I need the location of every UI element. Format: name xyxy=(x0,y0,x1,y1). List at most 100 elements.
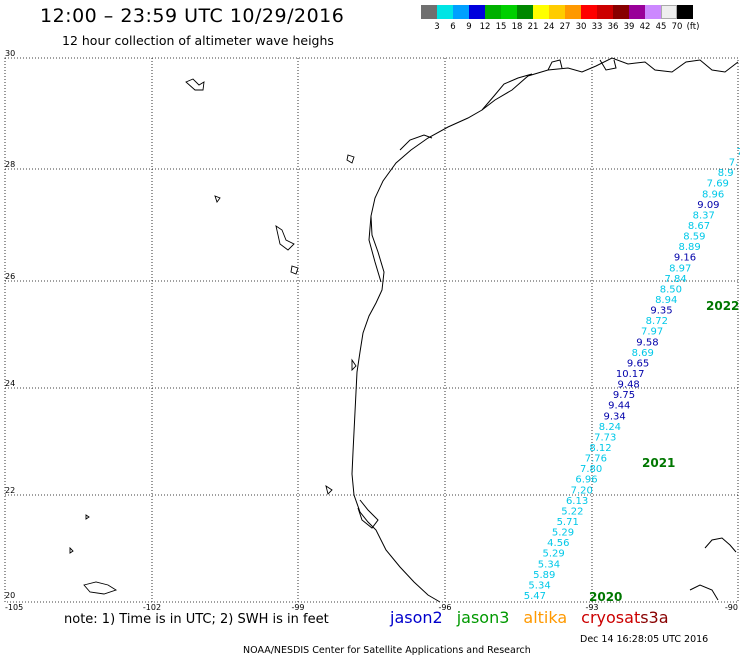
coast-detail xyxy=(599,59,617,71)
swh-value: 8.72 xyxy=(646,316,668,327)
swh-value: 5.29 xyxy=(542,549,564,560)
legend-swatch xyxy=(469,5,485,19)
color-legend xyxy=(421,5,693,19)
inland-lake xyxy=(346,154,355,164)
swh-value: 7. xyxy=(729,158,739,169)
swh-value: 8.97 xyxy=(669,263,691,274)
legend-swatch xyxy=(661,5,677,19)
legend-swatch xyxy=(613,5,629,19)
swh-value: 8.94 xyxy=(655,295,677,306)
swh-value: 4.56 xyxy=(547,538,569,549)
footer: NOAA/NESDIS Center for Satellite Applica… xyxy=(237,634,708,667)
swh-value: 7.97 xyxy=(641,327,663,338)
legend-label: 36 xyxy=(607,22,619,32)
swh-value: 5.71 xyxy=(557,517,579,528)
color-legend-labels: 3 6 9 12 15 18 21 24 27 30 33 36 39 42 45 70 (ft) xyxy=(421,22,740,34)
legend-label: 21 xyxy=(527,22,539,32)
longitude-label: -93 xyxy=(585,603,598,612)
swh-value: 5.47 xyxy=(524,591,546,602)
satellite-name: jason2 xyxy=(390,608,443,627)
legend-swatch xyxy=(677,5,693,19)
swh-value: 9.58 xyxy=(636,337,658,348)
inland-lake xyxy=(83,581,118,595)
satellite-name: jason3 xyxy=(456,608,510,627)
latitude-label: 22 xyxy=(5,486,15,495)
inland-lake xyxy=(325,484,333,495)
swh-value: 6.96 xyxy=(575,475,597,486)
legend-label: 3 xyxy=(434,22,440,32)
legend-label: 12 xyxy=(479,22,491,32)
inland-lake xyxy=(85,514,90,520)
swh-value: 5.22 xyxy=(561,506,583,517)
swh-value: 8.67 xyxy=(688,221,710,232)
swh-value: 5.29 xyxy=(552,528,574,539)
lagoon-outline xyxy=(357,499,379,529)
legend-label: 15 xyxy=(495,22,507,32)
swh-value: 7.76 xyxy=(585,454,607,465)
units-note: note: 1) Time is in UTC; 2) SWH is in fe… xyxy=(64,612,329,627)
swh-value: 8.69 xyxy=(632,348,654,359)
longitude-label: -96 xyxy=(438,603,451,612)
swh-value: 8.89 xyxy=(679,242,701,253)
page-subtitle: 12 hour collection of altimeter wave hei… xyxy=(62,33,334,48)
legend-swatch xyxy=(565,5,581,19)
swh-value: 8.96 xyxy=(702,189,724,200)
map-frame xyxy=(4,57,739,603)
swh-value: 7.20 xyxy=(571,485,593,496)
latitude-label: 24 xyxy=(5,379,15,388)
coast-detail xyxy=(689,584,719,601)
swh-value: 8.59 xyxy=(683,232,705,243)
swh-value: 9.09 xyxy=(697,200,719,211)
coast-detail xyxy=(704,537,737,553)
latitude-label: 28 xyxy=(5,160,15,169)
swh-value: 7.73 xyxy=(594,432,616,443)
legend-swatch xyxy=(437,5,453,19)
inland-lake xyxy=(69,546,74,554)
latitude-label: 20 xyxy=(5,591,15,600)
inland-lake xyxy=(214,195,221,203)
longitude-label: -90 xyxy=(725,603,738,612)
swh-value: 10.17 xyxy=(616,369,645,380)
timestamp: Dec 14 16:28:05 UTC 2016 xyxy=(580,634,709,645)
swh-value: 9.44 xyxy=(608,401,630,412)
legend-label: 27 xyxy=(559,22,571,32)
coastline xyxy=(351,57,739,603)
legend-label: 6 xyxy=(450,22,456,32)
gulf-coastline xyxy=(351,57,739,603)
longitude-label: -105 xyxy=(5,603,23,612)
legend-swatch xyxy=(597,5,613,19)
legend-swatch xyxy=(453,5,469,19)
swh-value: 9.16 xyxy=(674,253,696,264)
swh-value: 9.48 xyxy=(618,380,640,391)
bay-outline xyxy=(481,73,533,111)
legend-label: 42 xyxy=(639,22,651,32)
legend-label: 39 xyxy=(623,22,635,32)
legend-swatch xyxy=(517,5,533,19)
inland-lake xyxy=(290,265,299,275)
swh-value: 7.84 xyxy=(664,274,686,285)
inland-lake xyxy=(275,225,295,251)
satellite-name: altika xyxy=(523,608,568,627)
swh-value: 5.89 xyxy=(533,570,555,581)
legend-swatch xyxy=(581,5,597,19)
page-title: 12:00 – 23:59 UTC 10/29/2016 xyxy=(40,5,345,27)
latitude-label: 30 xyxy=(5,49,15,58)
satellite-legend: jason2 jason3 altika cryosats3a xyxy=(390,608,683,627)
legend-swatch xyxy=(629,5,645,19)
swh-value: 9.35 xyxy=(650,306,672,317)
legend-label: 30 xyxy=(575,22,587,32)
satellite-track: 77.8.97.698.969.098.378.678.598.899.168.… xyxy=(524,147,740,604)
swh-value: 9.34 xyxy=(603,411,625,422)
legend-swatch xyxy=(421,5,437,19)
lat-lon-grid xyxy=(5,58,738,602)
swh-value: 8.50 xyxy=(660,284,682,295)
barrier-island xyxy=(368,215,382,283)
longitude-label: -99 xyxy=(291,603,304,612)
bay-outline xyxy=(399,134,433,151)
legend-swatch xyxy=(645,5,661,19)
swh-value: 8.9 xyxy=(718,168,734,179)
swh-value: 7.69 xyxy=(707,179,729,190)
track-time-label: 2022 xyxy=(706,299,739,313)
swh-value: 9.65 xyxy=(627,358,649,369)
